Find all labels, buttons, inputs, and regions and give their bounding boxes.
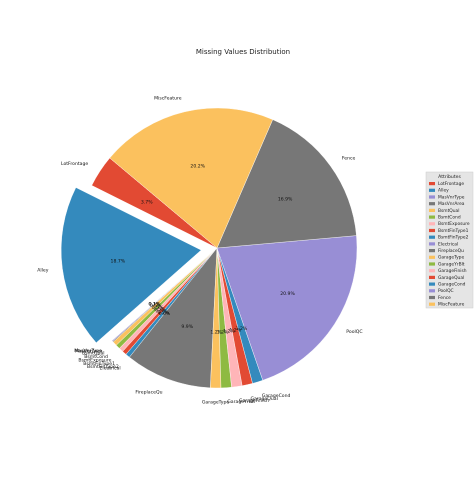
- slice-category-label: BsmtExposure: [78, 358, 111, 364]
- slice-category-label: GarageType: [202, 399, 230, 405]
- legend-entry-label: BsmtExposure: [438, 221, 470, 227]
- slice-percent-label: 16.9%: [278, 196, 293, 202]
- legend-title: Attributes: [438, 174, 461, 180]
- legend-swatch-garage-type: [429, 255, 435, 259]
- pie-slice-pool-qc: [216, 235, 358, 381]
- legend-entry-label: MiscFeature: [438, 302, 465, 308]
- legend-swatch-fence: [429, 295, 435, 300]
- pie-slice-fence: [216, 119, 357, 249]
- pie-slice-fireplace-qu: [129, 247, 218, 389]
- legend-swatch-garage-yr-blt: [429, 262, 435, 266]
- legend-swatch-misc-feature: [429, 302, 435, 306]
- legend-swatch-mas-vnr-type: [429, 195, 435, 199]
- legend-swatch-garage-finish: [429, 269, 435, 273]
- slice-category-label: LotFrontage: [61, 161, 88, 167]
- legend-swatch-bsmt-cond: [429, 215, 435, 219]
- slice-category-label: GarageCond: [262, 393, 291, 399]
- slice-percent-label: 20.9%: [280, 291, 295, 297]
- legend-entry-label: FireplaceQu: [438, 248, 464, 254]
- legend-entry-label: BsmtCond: [438, 215, 461, 221]
- slice-percent-label: 0.1%: [148, 301, 160, 307]
- slice-percent-label: 0.5%: [156, 308, 168, 314]
- slice-category-label: MasVnrType: [74, 348, 102, 354]
- slice-category-label: Fence: [342, 155, 356, 161]
- slice-category-label: GarageQual: [250, 396, 277, 402]
- slice-percent-label: 0.5%: [152, 305, 164, 311]
- slice-percent-label: 9.9%: [181, 324, 193, 330]
- slice-category-label: Alley: [37, 268, 49, 274]
- slice-category-label: BsmtCond: [84, 354, 108, 360]
- legend-swatch-lot-frontage: [429, 182, 435, 186]
- pie-slice-alley: [60, 187, 202, 344]
- slice-percent-label: 1.2%: [236, 326, 248, 332]
- slice-category-label: BsmtQual: [82, 351, 104, 357]
- slice-percent-label: 1.2%: [223, 329, 235, 335]
- legend-entry-label: GarageType: [438, 255, 464, 261]
- legend-entry-label: MasVnrType: [438, 194, 465, 200]
- legend: Attributes LotFrontageAlleyMasVnrTypeMas…: [425, 171, 474, 309]
- legend-swatch-fireplace-qu: [429, 249, 435, 253]
- slice-percent-label: 3.7%: [141, 199, 153, 205]
- legend-entry-label: MasVnrArea: [438, 201, 465, 207]
- slice-percent-label: 18.7%: [111, 258, 126, 264]
- legend-entry-label: GarageYrBlt: [438, 261, 465, 267]
- legend-entry-label: Alley: [438, 188, 449, 194]
- slice-percent-label: 0.1%: [149, 302, 161, 308]
- slice-percent-label: 0.0%: [159, 311, 171, 317]
- legend-swatch-garage-qual: [429, 275, 435, 279]
- slice-category-label: BsmtFinType1: [83, 361, 115, 367]
- slice-percent-label: 1.2%: [229, 327, 241, 333]
- slice-category-label: MasVnrArea: [75, 349, 103, 355]
- legend-entry-label: BsmtQual: [438, 208, 459, 214]
- legend-swatch-bsmt-fin-type2: [429, 235, 435, 239]
- legend-swatch-pool-qc: [429, 289, 435, 293]
- slice-category-label: PoolQC: [346, 329, 362, 335]
- slice-category-label: Electrical: [100, 366, 121, 372]
- legend-swatch-garage-cond: [429, 282, 435, 286]
- legend-entry-label: GarageQual: [438, 275, 464, 281]
- legend-entry-label: Fence: [438, 295, 451, 301]
- legend-items: LotFrontageAlleyMasVnrTypeMasVnrAreaBsmt…: [429, 181, 470, 308]
- legend-swatch-alley: [429, 188, 435, 192]
- legend-entry-label: GarageCond: [438, 282, 466, 288]
- legend-swatch-bsmt-qual: [429, 208, 435, 212]
- slice-category-label: FireplaceQu: [135, 390, 162, 396]
- legend-entry-label: BsmtFinType1: [438, 228, 469, 234]
- slice-percent-label: 20.2%: [190, 164, 205, 170]
- legend-swatch-mas-vnr-area: [429, 202, 435, 206]
- legend-swatch-bsmt-exposure: [429, 222, 435, 226]
- legend-entry-label: LotFrontage: [438, 181, 464, 187]
- slices-layer: [60, 107, 358, 389]
- slice-percent-label: 0.5%: [150, 303, 162, 309]
- pie-slice-misc-feature: [109, 107, 273, 249]
- slice-category-label: GarageFinish: [239, 398, 269, 404]
- chart-title: Missing Values Distribution: [196, 48, 290, 56]
- legend-entry-label: Electrical: [438, 241, 458, 247]
- slice-percent-label: 0.5%: [154, 307, 166, 313]
- legend-entry-label: BsmtFinType2: [438, 235, 469, 241]
- legend-swatch-electrical: [429, 242, 435, 246]
- slice-category-label: GarageYrBlt: [227, 399, 255, 405]
- labels-layer: 3.7% LotFrontage 18.7% Alley 0.1% MasVnrType 0…: [37, 96, 362, 406]
- legend-entry-label: PoolQC: [438, 288, 454, 294]
- slice-percent-label: 0.5%: [158, 310, 170, 316]
- slice-category-label: MiscFeature: [154, 96, 182, 102]
- slice-category-label: BsmtFinType2: [87, 364, 119, 370]
- slice-percent-label: 1.2%: [210, 330, 222, 336]
- legend-entry-label: GarageFinish: [438, 268, 467, 274]
- slice-percent-label: 1.2%: [217, 329, 229, 335]
- legend-swatch-bsmt-fin-type1: [429, 228, 435, 233]
